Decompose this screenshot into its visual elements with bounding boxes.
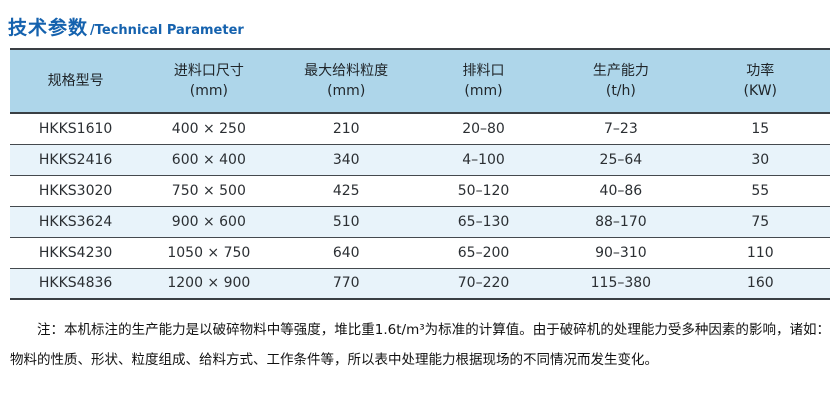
cell-max-feed: 210 bbox=[332, 120, 360, 137]
table-header-row: 规格型号 进料口尺寸 (mm) 最大给料粒度 (mm) 排料口 (mm) bbox=[10, 49, 830, 114]
cell-discharge: 50–120 bbox=[457, 182, 510, 199]
cell-feed-size: 1200 × 900 bbox=[167, 275, 251, 292]
cell-model: HKKS3624 bbox=[38, 213, 113, 230]
column-header-unit: (KW) bbox=[743, 83, 777, 99]
column-header-unit: (mm) bbox=[327, 83, 366, 99]
cell-capacity: 115–380 bbox=[590, 275, 652, 292]
column-header-label: 功率 bbox=[746, 63, 775, 79]
section-title: 技术参数 /Technical Parameter bbox=[0, 0, 840, 48]
cell-model: HKKS2416 bbox=[38, 151, 113, 168]
cell-feed-size: 1050 × 750 bbox=[167, 244, 251, 261]
table-row: HKKS4836 1200 × 900 770 70–220 115–380 1… bbox=[10, 268, 830, 299]
spec-table-container: 规格型号 进料口尺寸 (mm) 最大给料粒度 (mm) 排料口 (mm) bbox=[10, 48, 830, 300]
column-header-label: 最大给料粒度 bbox=[304, 63, 389, 79]
cell-power: 75 bbox=[751, 213, 770, 230]
cell-capacity: 90–310 bbox=[595, 244, 647, 261]
cell-discharge: 65–200 bbox=[457, 244, 510, 261]
cell-power: 160 bbox=[746, 275, 774, 292]
column-header-max-feed: 最大给料粒度 (mm) bbox=[276, 49, 416, 114]
column-header-unit: (t/h) bbox=[605, 83, 636, 99]
cell-power: 55 bbox=[751, 182, 770, 199]
cell-max-feed: 340 bbox=[332, 151, 360, 168]
cell-model: HKKS4230 bbox=[38, 244, 113, 261]
cell-feed-size: 600 × 400 bbox=[171, 151, 246, 168]
cell-max-feed: 510 bbox=[332, 213, 360, 230]
cell-capacity: 40–86 bbox=[599, 182, 643, 199]
cell-capacity: 7–23 bbox=[604, 120, 638, 137]
cell-power: 30 bbox=[751, 151, 770, 168]
cell-max-feed: 425 bbox=[332, 182, 360, 199]
cell-feed-size: 400 × 250 bbox=[171, 120, 246, 137]
cell-model: HKKS3020 bbox=[38, 182, 113, 199]
column-header-feed-size: 进料口尺寸 (mm) bbox=[141, 49, 277, 114]
table-row: HKKS3624 900 × 600 510 65–130 88–170 75 bbox=[10, 206, 830, 237]
column-header-label: 规格型号 bbox=[47, 73, 104, 89]
table-row: HKKS1610 400 × 250 210 20–80 7–23 15 bbox=[10, 113, 830, 144]
cell-discharge: 65–130 bbox=[457, 213, 510, 230]
cell-discharge: 20–80 bbox=[462, 120, 505, 137]
cell-power: 15 bbox=[751, 120, 770, 137]
column-header-model: 规格型号 bbox=[10, 49, 142, 114]
column-header-label: 生产能力 bbox=[592, 63, 649, 79]
cell-power: 110 bbox=[746, 244, 774, 261]
column-header-unit: (mm) bbox=[464, 83, 503, 99]
cell-feed-size: 900 × 600 bbox=[171, 213, 246, 230]
column-header-discharge: 排料口 (mm) bbox=[415, 49, 552, 114]
column-header-label: 进料口尺寸 bbox=[173, 63, 244, 79]
cell-discharge: 70–220 bbox=[457, 275, 510, 292]
column-header-capacity: 生产能力 (t/h) bbox=[551, 49, 691, 114]
cell-model: HKKS1610 bbox=[38, 120, 113, 137]
cell-max-feed: 770 bbox=[332, 275, 360, 292]
column-header-unit: (mm) bbox=[189, 83, 228, 99]
table-row: HKKS2416 600 × 400 340 4–100 25–64 30 bbox=[10, 144, 830, 175]
section-title-english: /Technical Parameter bbox=[90, 23, 244, 38]
column-header-label: 排料口 bbox=[462, 63, 505, 79]
table-row: HKKS3020 750 × 500 425 50–120 40–86 55 bbox=[10, 175, 830, 206]
technical-parameter-table: 规格型号 进料口尺寸 (mm) 最大给料粒度 (mm) 排料口 (mm) bbox=[10, 48, 830, 300]
cell-discharge: 4–100 bbox=[462, 151, 505, 168]
cell-max-feed: 640 bbox=[332, 244, 360, 261]
cell-capacity: 88–170 bbox=[595, 213, 647, 230]
section-title-chinese: 技术参数 bbox=[8, 17, 89, 39]
cell-capacity: 25–64 bbox=[599, 151, 643, 168]
cell-feed-size: 750 × 500 bbox=[171, 182, 246, 199]
cell-model: HKKS4836 bbox=[38, 275, 113, 292]
table-row: HKKS4230 1050 × 750 640 65–200 90–310 11… bbox=[10, 237, 830, 268]
footnote: 注：本机标注的生产能力是以破碎物料中等强度，堆比重1.6t/m³为标准的计算值。… bbox=[10, 322, 830, 368]
column-header-power: 功率 (KW) bbox=[690, 49, 830, 114]
